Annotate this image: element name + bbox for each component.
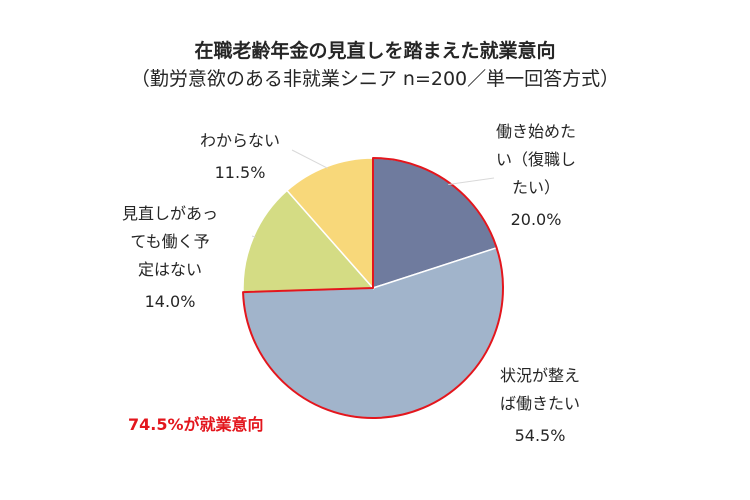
slice-label-start-working-line-1: 働き始めた	[496, 122, 577, 141]
slice-label-unknown-line-1: わからない	[200, 131, 281, 150]
employment-intention-annotation: 74.5%が就業意向	[128, 415, 264, 434]
leader-line-unknown	[291, 149, 328, 169]
slice-unknown	[285, 157, 374, 290]
employment-intention-highlight	[242, 157, 504, 419]
slice-label-work-if-conditions: 状況が整え ば働きたい 54.5%	[500, 362, 580, 450]
slice-label-no-plan-line-3: 定はない	[138, 260, 203, 279]
slice-value-unknown: 11.5%	[214, 163, 266, 182]
slice-label-start-working-line-2: い（復職し	[496, 150, 577, 169]
slice-value-no-plan: 14.0%	[144, 292, 196, 311]
slice-label-work-if-conditions-line-2: ば働きたい	[500, 394, 581, 413]
slice-label-start-working: 働き始めた い（復職し たい） 20.0%	[496, 118, 576, 234]
slice-label-no-plan: 見直しがあっ ても働く予 定はない 14.0%	[122, 200, 218, 316]
slice-value-start-working: 20.0%	[510, 210, 562, 229]
slice-label-start-working-line-3: たい）	[512, 178, 561, 197]
slice-value-work-if-conditions: 54.5%	[514, 426, 566, 445]
slice-label-work-if-conditions-line-1: 状況が整え	[500, 366, 581, 385]
leader-line-no-plan	[251, 235, 256, 238]
chart-title: 在職老齢年金の見直しを踏まえた就業意向	[194, 40, 556, 62]
chart-subtitle: （勤労意欲のある非就業シニア n=200／単一回答方式）	[130, 68, 620, 90]
leader-line-start-working	[448, 177, 495, 185]
slice-label-no-plan-line-1: 見直しがあっ	[122, 204, 219, 223]
slice-label-unknown: わからない 11.5%	[200, 127, 280, 187]
slice-label-no-plan-line-2: ても働く予	[130, 232, 210, 251]
